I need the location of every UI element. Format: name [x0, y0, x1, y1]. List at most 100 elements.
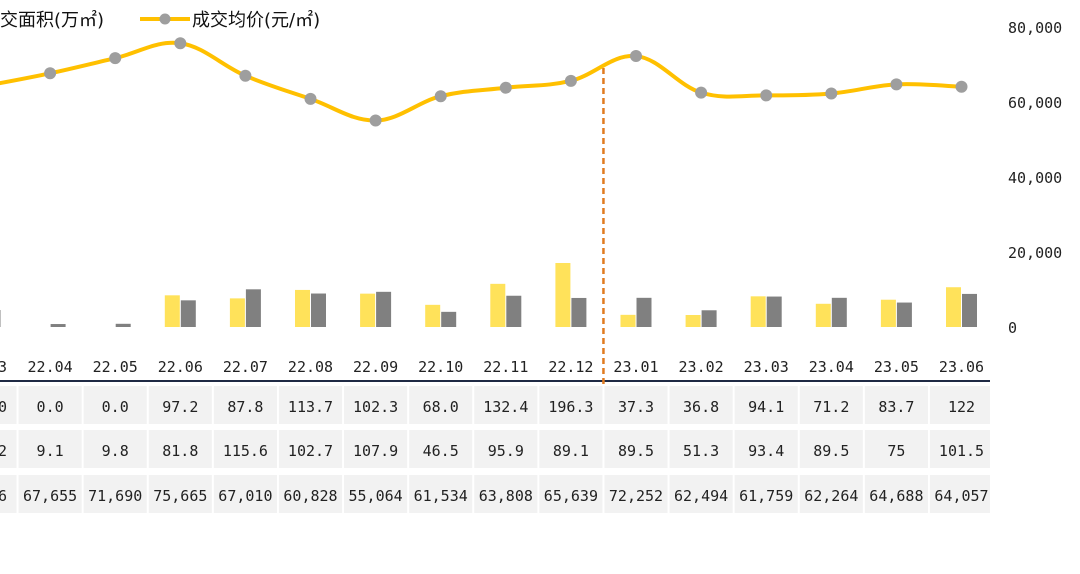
- table-value: 75: [887, 442, 905, 460]
- table-value: 97.2: [162, 398, 198, 416]
- price-point: [630, 50, 642, 63]
- table-value: 68.0: [423, 398, 459, 416]
- table-value: 71,690: [88, 487, 142, 505]
- table-cell-bg: [799, 430, 863, 468]
- right-axis: 0 20,000 40,000 60,000 80,000: [1008, 19, 1062, 337]
- bar-row1: [815, 303, 831, 327]
- category-label: 22.08: [288, 358, 333, 376]
- table-value: 9.1: [37, 442, 64, 460]
- table-cell-bg: [474, 475, 538, 513]
- table-cell-bg: [929, 430, 990, 468]
- table-value: 115.6: [223, 442, 268, 460]
- table-cell-bg: [669, 430, 733, 468]
- table-value: 67,010: [218, 487, 272, 505]
- table-value: 95.9: [488, 442, 524, 460]
- data-table: 0 0.0 0.0 97.2 87.8 113.7 102.3 68.0 132.4 196.3 3…: [0, 398, 989, 505]
- table-cell-bg: [604, 386, 668, 424]
- table-value: 60,828: [283, 487, 337, 505]
- price-point: [695, 86, 708, 99]
- price-point: [239, 69, 252, 82]
- table-value: 107.9: [353, 442, 398, 460]
- category-label: 22.04: [28, 358, 73, 376]
- table-value: 76: [0, 487, 7, 505]
- legend-price-label: 成交均价(元/㎡): [192, 9, 320, 31]
- table-cell-bg: [604, 430, 668, 468]
- table-value: 9.8: [102, 442, 129, 460]
- table-cell-bg: [409, 430, 473, 468]
- legend-area-label: 交面积(万㎡): [0, 9, 104, 31]
- bar-row2: [701, 310, 717, 327]
- annotations: [0, 68, 990, 385]
- table-cell-bg: [148, 430, 212, 468]
- table-value: 67,655: [23, 487, 77, 505]
- bar-row2: [376, 291, 392, 327]
- category-label: 22.07: [223, 358, 268, 376]
- price-point: [174, 37, 187, 50]
- table-value: 89.5: [618, 442, 654, 460]
- table-cell-bg: [734, 386, 798, 424]
- table-cell-bg: [929, 475, 990, 513]
- table-cell-bg: [409, 386, 473, 424]
- bar-row1: [295, 289, 310, 327]
- table-value: 101.5: [939, 442, 984, 460]
- table-value: 132.4: [483, 398, 528, 416]
- right-axis-tick-label: 0: [1008, 319, 1017, 337]
- table-value: 87.8: [227, 398, 263, 416]
- table-cell-bg: [929, 386, 990, 424]
- bar-row2: [962, 293, 977, 327]
- table-cell-bg: [799, 475, 863, 513]
- table-value: 89.1: [553, 442, 589, 460]
- bar-row2: [180, 300, 196, 327]
- price-point: [434, 90, 447, 103]
- bar-row1: [490, 283, 506, 327]
- table-value: 63,808: [479, 487, 533, 505]
- table-cell-bg: [539, 430, 603, 468]
- table-cell-bg: [474, 430, 538, 468]
- price-point: [109, 52, 122, 65]
- bar-row2: [115, 323, 131, 327]
- category-label: 23.06: [939, 358, 984, 376]
- table-cell-bg: [278, 475, 343, 513]
- table-value: 113.7: [288, 398, 333, 416]
- table-value: 37.3: [618, 398, 654, 416]
- bar-row1: [229, 298, 245, 327]
- price-point: [499, 81, 512, 94]
- category-label: 3: [0, 358, 7, 376]
- bar-row2: [636, 297, 652, 327]
- category-label: 22.11: [483, 358, 528, 376]
- table-cell-bg: [278, 430, 343, 468]
- bar-row2: [896, 302, 912, 327]
- category-label: 22.06: [158, 358, 203, 376]
- bar-row2: [0, 310, 1, 327]
- table-cell-bg: [18, 475, 82, 513]
- table-cell-bg: [669, 475, 733, 513]
- bar-row2: [311, 293, 326, 327]
- table-value: 102.3: [353, 398, 398, 416]
- legend: 交面积(万㎡) 成交均价(元/㎡): [0, 9, 320, 31]
- price-point: [369, 114, 382, 127]
- bar-row2: [441, 311, 457, 327]
- table-value: 83.7: [878, 398, 914, 416]
- table-cell-bg: [83, 386, 147, 424]
- table-cell-bg: [213, 386, 277, 424]
- table-cell-bg: [0, 475, 17, 513]
- category-label: 23.02: [679, 358, 724, 376]
- table-background: [0, 386, 990, 513]
- table-cell-bg: [734, 475, 798, 513]
- table-cell-bg: [213, 475, 277, 513]
- right-axis-tick-label: 60,000: [1008, 94, 1062, 112]
- table-value: 89.5: [813, 442, 849, 460]
- table-cell-bg: [864, 430, 928, 468]
- table-value: 46.5: [423, 442, 459, 460]
- table-value: 36.8: [683, 398, 719, 416]
- category-label: 22.05: [93, 358, 138, 376]
- category-label: 22.09: [353, 358, 398, 376]
- category-labels: 3 22.04 22.05 22.06 22.07 22.08 22.09 22.10 22.1…: [0, 358, 984, 376]
- price-point: [304, 92, 317, 105]
- table-cell-bg: [83, 475, 147, 513]
- table-value: 196.3: [548, 398, 593, 416]
- right-axis-tick-label: 20,000: [1008, 244, 1062, 262]
- bar-row2: [571, 297, 587, 327]
- table-value: 71.2: [813, 398, 849, 416]
